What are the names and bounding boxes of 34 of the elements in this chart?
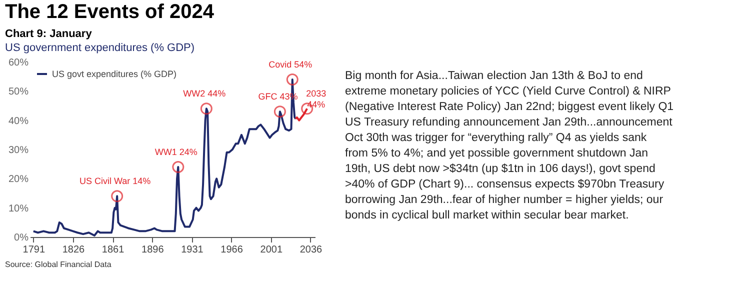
y-tick-label: 40%: [8, 116, 29, 127]
text: (Negative Interest Rate Policy) Jan 22nd; biggest event likely Q1: [345, 100, 674, 113]
x-tick-label: 1826: [62, 244, 86, 256]
text: The 12 Events of 2024: [5, 1, 215, 23]
x-tick-label: 1896: [142, 244, 164, 256]
y-tick-label: 0%: [14, 232, 29, 244]
y-tick-label: 10%: [8, 203, 29, 214]
y-tick-label: 50%: [8, 86, 29, 98]
text: US Treasury refunding announcement Jan 29th...announcement: [345, 116, 674, 128]
source-note: Source: Global Financial Data: [5, 260, 112, 269]
text: >40% of GDP (Chart 9)... consensus expects $970bn Treasury: [345, 178, 664, 190]
text: Big month for Asia...Taiwan election Jan 13th & BoJ to end: [345, 70, 643, 82]
legend-label: US govt expenditures (% GDP): [52, 69, 177, 79]
text: borrowing Jan 29th...fear of higher number = higher yields; our: [345, 194, 664, 206]
x-tick-label: 1931: [181, 244, 204, 256]
y-tick-label: 20%: [8, 174, 29, 186]
x-tick-label: 2001: [260, 244, 283, 256]
chart-title: Chart 9: January: [5, 28, 93, 40]
text: extreme monetary policies of YCC (Yield Curve Control) & NIRP: [345, 85, 672, 98]
text: from 5% to 4%; and yet possible government shutdown Jan: [345, 147, 648, 160]
x-tick-label: 1861: [102, 244, 125, 256]
chart-subtitle: US government expenditures (% GDP): [5, 42, 195, 54]
annotation: WW1 24%: [154, 147, 198, 157]
text: Oct 30th was trigger for “everything rally” Q4 as yields sank: [345, 132, 647, 144]
text: bonds in cyclical bull market within secular bear market.: [345, 209, 629, 222]
y-tick-label: 60%: [8, 58, 29, 68]
text: 19th, US debt now >$34tn (up $1tn in 106 days!), govt spend: [345, 162, 656, 175]
x-tick-label: 1966: [220, 244, 244, 256]
annotation: US Civil War 14%: [79, 176, 151, 186]
y-tick-label: 30%: [8, 145, 29, 156]
x-tick-label: 1791: [22, 244, 46, 256]
annotation: Covid 54%: [268, 60, 312, 70]
annotation: WW2 44%: [183, 88, 226, 99]
x-tick-label: 2036: [300, 244, 323, 256]
